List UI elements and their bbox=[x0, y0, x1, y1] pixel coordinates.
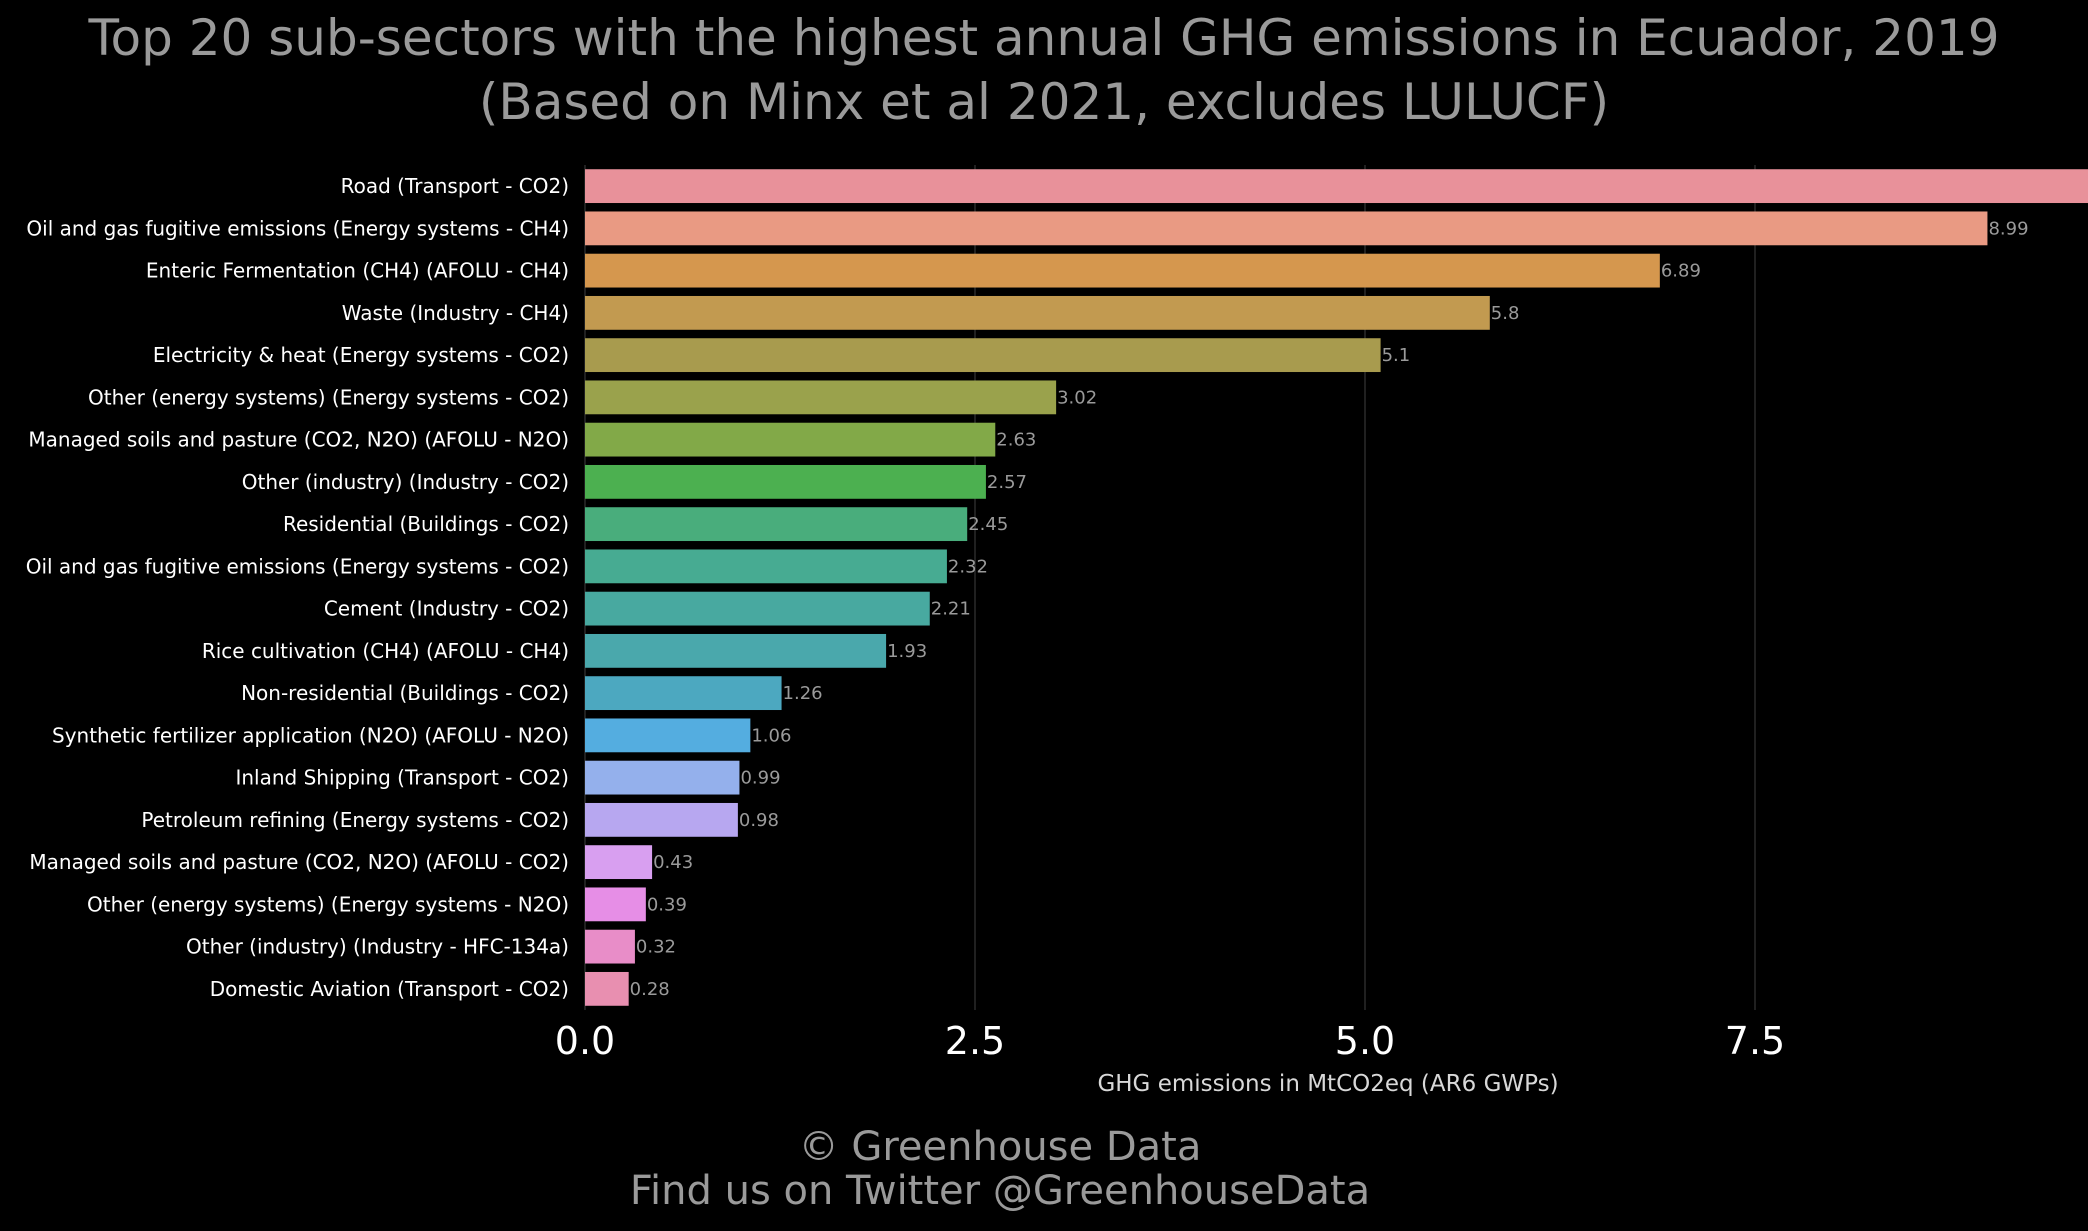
value-label: 2.32 bbox=[948, 556, 988, 577]
category-label: Waste (Industry - CH4) bbox=[342, 301, 569, 325]
bar bbox=[585, 380, 1057, 415]
category-label: Oil and gas fugitive emissions (Energy s… bbox=[26, 216, 569, 240]
category-label: Domestic Aviation (Transport - CO2) bbox=[210, 977, 569, 1001]
x-tick-label: 5.0 bbox=[1335, 1019, 1395, 1063]
x-tick-labels: 0.02.55.07.510.012.515.017.5 bbox=[555, 1019, 1785, 1063]
category-label: Rice cultivation (CH4) (AFOLU - CH4) bbox=[202, 639, 569, 663]
category-label: Road (Transport - CO2) bbox=[341, 174, 569, 198]
bar bbox=[585, 802, 738, 837]
category-label: Non-residential (Buildings - CO2) bbox=[241, 681, 569, 705]
value-label: 2.45 bbox=[968, 514, 1008, 535]
x-tick-label: 2.5 bbox=[945, 1019, 1005, 1063]
value-label: 0.39 bbox=[647, 894, 687, 915]
value-label: 2.21 bbox=[931, 599, 971, 620]
value-label: 0.98 bbox=[739, 810, 779, 831]
bar bbox=[585, 549, 947, 584]
value-labels: 18.198.996.895.85.13.022.632.572.452.322… bbox=[630, 218, 2029, 1000]
value-label: 1.06 bbox=[751, 725, 791, 746]
category-label: Other (energy systems) (Energy systems -… bbox=[88, 385, 569, 409]
value-label: 0.43 bbox=[653, 852, 693, 873]
bar bbox=[585, 887, 646, 922]
chart-title-block: Top 20 sub-sectors with the highest annu… bbox=[0, 6, 2088, 134]
bar bbox=[585, 295, 1490, 330]
bar bbox=[585, 845, 653, 880]
category-label: Managed soils and pasture (CO2, N2O) (AF… bbox=[29, 850, 569, 874]
category-label: Managed soils and pasture (CO2, N2O) (AF… bbox=[28, 428, 569, 452]
bar bbox=[585, 676, 782, 711]
copyright-text: © Greenhouse Data bbox=[798, 1124, 1202, 1170]
category-label: Petroleum refining (Energy systems - CO2… bbox=[141, 808, 569, 832]
category-label: Inland Shipping (Transport - CO2) bbox=[235, 766, 569, 790]
chart-subtitle: (Based on Minx et al 2021, excludes LULU… bbox=[478, 73, 1610, 131]
x-tick-label: 7.5 bbox=[1725, 1019, 1785, 1063]
bar bbox=[585, 253, 1660, 288]
bar bbox=[585, 633, 887, 668]
value-label: 0.32 bbox=[636, 937, 676, 958]
bar bbox=[585, 971, 629, 1006]
footer: © Greenhouse Data Find us on Twitter @Gr… bbox=[0, 1125, 2000, 1213]
bar bbox=[585, 507, 968, 542]
x-axis-label: GHG emissions in MtCO2eq (AR6 GWPs) bbox=[1097, 1071, 1558, 1097]
bar bbox=[585, 211, 1988, 246]
category-labels: Road (Transport - CO2) Oil and gas fugiti… bbox=[26, 174, 569, 1001]
chart-title: Top 20 sub-sectors with the highest annu… bbox=[88, 9, 2000, 67]
category-label: Enteric Fermentation (CH4) (AFOLU - CH4) bbox=[146, 259, 569, 283]
value-label: 2.57 bbox=[987, 472, 1027, 493]
bar bbox=[585, 464, 986, 499]
value-label: 8.99 bbox=[1988, 218, 2028, 239]
bar bbox=[585, 760, 740, 795]
category-label: Other (industry) (Industry - CO2) bbox=[242, 470, 569, 494]
value-label: 3.02 bbox=[1057, 387, 1097, 408]
value-label: 2.63 bbox=[996, 430, 1036, 451]
bar bbox=[585, 338, 1381, 373]
x-tick-label: 0.0 bbox=[555, 1019, 615, 1063]
category-label: Other (energy systems) (Energy systems -… bbox=[87, 892, 569, 916]
bar bbox=[585, 169, 2088, 204]
bar bbox=[585, 929, 635, 964]
value-label: 6.89 bbox=[1661, 261, 1701, 282]
value-label: 1.93 bbox=[887, 641, 927, 662]
value-label: 1.26 bbox=[783, 683, 823, 704]
bar bbox=[585, 591, 930, 626]
value-label: 5.1 bbox=[1382, 345, 1411, 366]
bar bbox=[585, 718, 751, 753]
category-label: Other (industry) (Industry - HFC-134a) bbox=[186, 935, 569, 959]
category-label: Residential (Buildings - CO2) bbox=[283, 512, 569, 536]
value-label: 0.28 bbox=[630, 979, 670, 1000]
category-label: Synthetic fertilizer application (N2O) (… bbox=[52, 723, 569, 747]
value-label: 0.99 bbox=[740, 768, 780, 789]
category-label: Electricity & heat (Energy systems - CO2… bbox=[153, 343, 569, 367]
grid-lines bbox=[584, 165, 1756, 1010]
value-label: 5.8 bbox=[1491, 303, 1520, 324]
category-label: Oil and gas fugitive emissions (Energy s… bbox=[26, 554, 569, 578]
bars bbox=[585, 169, 2088, 1006]
bar bbox=[585, 422, 996, 457]
twitter-handle-text: Find us on Twitter @GreenhouseData bbox=[629, 1168, 1371, 1214]
category-label: Cement (Industry - CO2) bbox=[324, 597, 569, 621]
